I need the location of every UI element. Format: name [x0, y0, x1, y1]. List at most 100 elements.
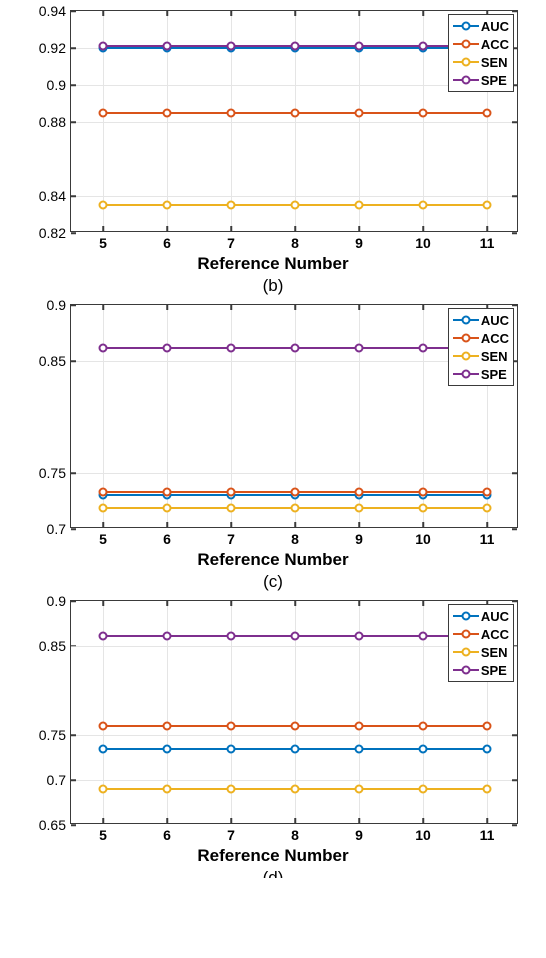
- marker-acc: [483, 108, 492, 117]
- xtick-label: 6: [163, 531, 171, 547]
- ytick-label: 0.85: [39, 638, 66, 654]
- ytick-label: 0.9: [47, 593, 66, 609]
- marker-auc: [355, 744, 364, 753]
- plot-wrap: 0.650.70.750.850.9567891011AUCACCSENSPE: [70, 600, 518, 824]
- marker-auc: [483, 744, 492, 753]
- marker-spe: [99, 42, 108, 51]
- legend-row-auc: AUC: [453, 607, 509, 625]
- ytick-mark: [71, 528, 76, 530]
- ytick-mark: [71, 47, 76, 49]
- marker-sen: [355, 201, 364, 210]
- xtick-mark: [102, 226, 104, 231]
- legend-row-sen: SEN: [453, 643, 509, 661]
- marker-spe: [355, 42, 364, 51]
- xtick-label: 11: [480, 235, 495, 251]
- marker-acc: [291, 108, 300, 117]
- ytick-mark: [71, 824, 76, 826]
- ytick-mark: [512, 472, 517, 474]
- marker-spe: [419, 343, 428, 352]
- legend-label: AUC: [481, 609, 509, 624]
- legend-label: SPE: [481, 367, 507, 382]
- marker-auc: [99, 744, 108, 753]
- xtick-mark: [358, 11, 360, 16]
- xtick-mark: [486, 818, 488, 823]
- marker-acc: [163, 108, 172, 117]
- legend-row-spe: SPE: [453, 365, 509, 383]
- marker-spe: [355, 631, 364, 640]
- ytick-mark: [71, 10, 76, 12]
- xtick-mark: [422, 305, 424, 310]
- ytick-label: 0.75: [39, 465, 66, 481]
- ytick-label: 0.65: [39, 817, 66, 833]
- legend-label: SEN: [481, 645, 508, 660]
- subplot-label: (c): [263, 572, 283, 592]
- ytick-mark: [71, 472, 76, 474]
- xtick-mark: [294, 522, 296, 527]
- legend-row-auc: AUC: [453, 311, 509, 329]
- xtick-mark: [102, 601, 104, 606]
- legend-label: SPE: [481, 663, 507, 678]
- marker-acc: [163, 488, 172, 497]
- ytick-label: 0.75: [39, 727, 66, 743]
- marker-sen: [163, 503, 172, 512]
- legend-swatch: [453, 609, 479, 623]
- xtick-mark: [422, 818, 424, 823]
- marker-sen: [419, 503, 428, 512]
- marker-auc: [163, 744, 172, 753]
- subplot-label: (b): [263, 276, 284, 296]
- marker-sen: [419, 785, 428, 794]
- legend-label: AUC: [481, 313, 509, 328]
- marker-acc: [227, 108, 236, 117]
- marker-spe: [99, 631, 108, 640]
- marker-sen: [291, 785, 300, 794]
- ytick-mark: [71, 195, 76, 197]
- gridline-h: [71, 473, 517, 474]
- plot-area: 0.820.840.880.90.920.94567891011AUCACCSE…: [70, 10, 518, 232]
- plot-area: 0.70.750.850.9567891011AUCACCSENSPE: [70, 304, 518, 528]
- panel-b: 0.820.840.880.90.920.94567891011AUCACCSE…: [18, 10, 528, 304]
- ytick-mark: [512, 121, 517, 123]
- ytick-mark: [512, 10, 517, 12]
- xtick-mark: [166, 11, 168, 16]
- marker-spe: [227, 631, 236, 640]
- ytick-label: 0.82: [39, 225, 66, 241]
- ytick-mark: [71, 600, 76, 602]
- marker-spe: [163, 42, 172, 51]
- gridline-h: [71, 735, 517, 736]
- ytick-mark: [512, 304, 517, 306]
- legend-label: AUC: [481, 19, 509, 34]
- ytick-mark: [512, 600, 517, 602]
- legend-swatch: [453, 73, 479, 87]
- xtick-label: 8: [291, 235, 299, 251]
- marker-acc: [227, 721, 236, 730]
- xtick-label: 10: [415, 827, 431, 843]
- xtick-label: 5: [99, 235, 107, 251]
- ytick-mark: [71, 360, 76, 362]
- legend-swatch: [453, 645, 479, 659]
- xtick-mark: [102, 305, 104, 310]
- marker-acc: [291, 488, 300, 497]
- legend-swatch: [453, 19, 479, 33]
- xtick-mark: [230, 226, 232, 231]
- marker-spe: [291, 631, 300, 640]
- xtick-mark: [358, 601, 360, 606]
- marker-sen: [227, 201, 236, 210]
- xtick-label: 6: [163, 827, 171, 843]
- ytick-mark: [71, 84, 76, 86]
- legend-row-acc: ACC: [453, 625, 509, 643]
- marker-sen: [483, 503, 492, 512]
- xtick-mark: [166, 818, 168, 823]
- legend: AUCACCSENSPE: [448, 308, 514, 386]
- legend: AUCACCSENSPE: [448, 14, 514, 92]
- legend-swatch: [453, 663, 479, 677]
- marker-sen: [355, 503, 364, 512]
- marker-acc: [419, 108, 428, 117]
- xtick-label: 6: [163, 235, 171, 251]
- legend-row-sen: SEN: [453, 53, 509, 71]
- gridline-h: [71, 122, 517, 123]
- ytick-label: 0.7: [47, 772, 66, 788]
- xtick-label: 5: [99, 531, 107, 547]
- ytick-mark: [71, 645, 76, 647]
- marker-acc: [99, 108, 108, 117]
- marker-auc: [227, 744, 236, 753]
